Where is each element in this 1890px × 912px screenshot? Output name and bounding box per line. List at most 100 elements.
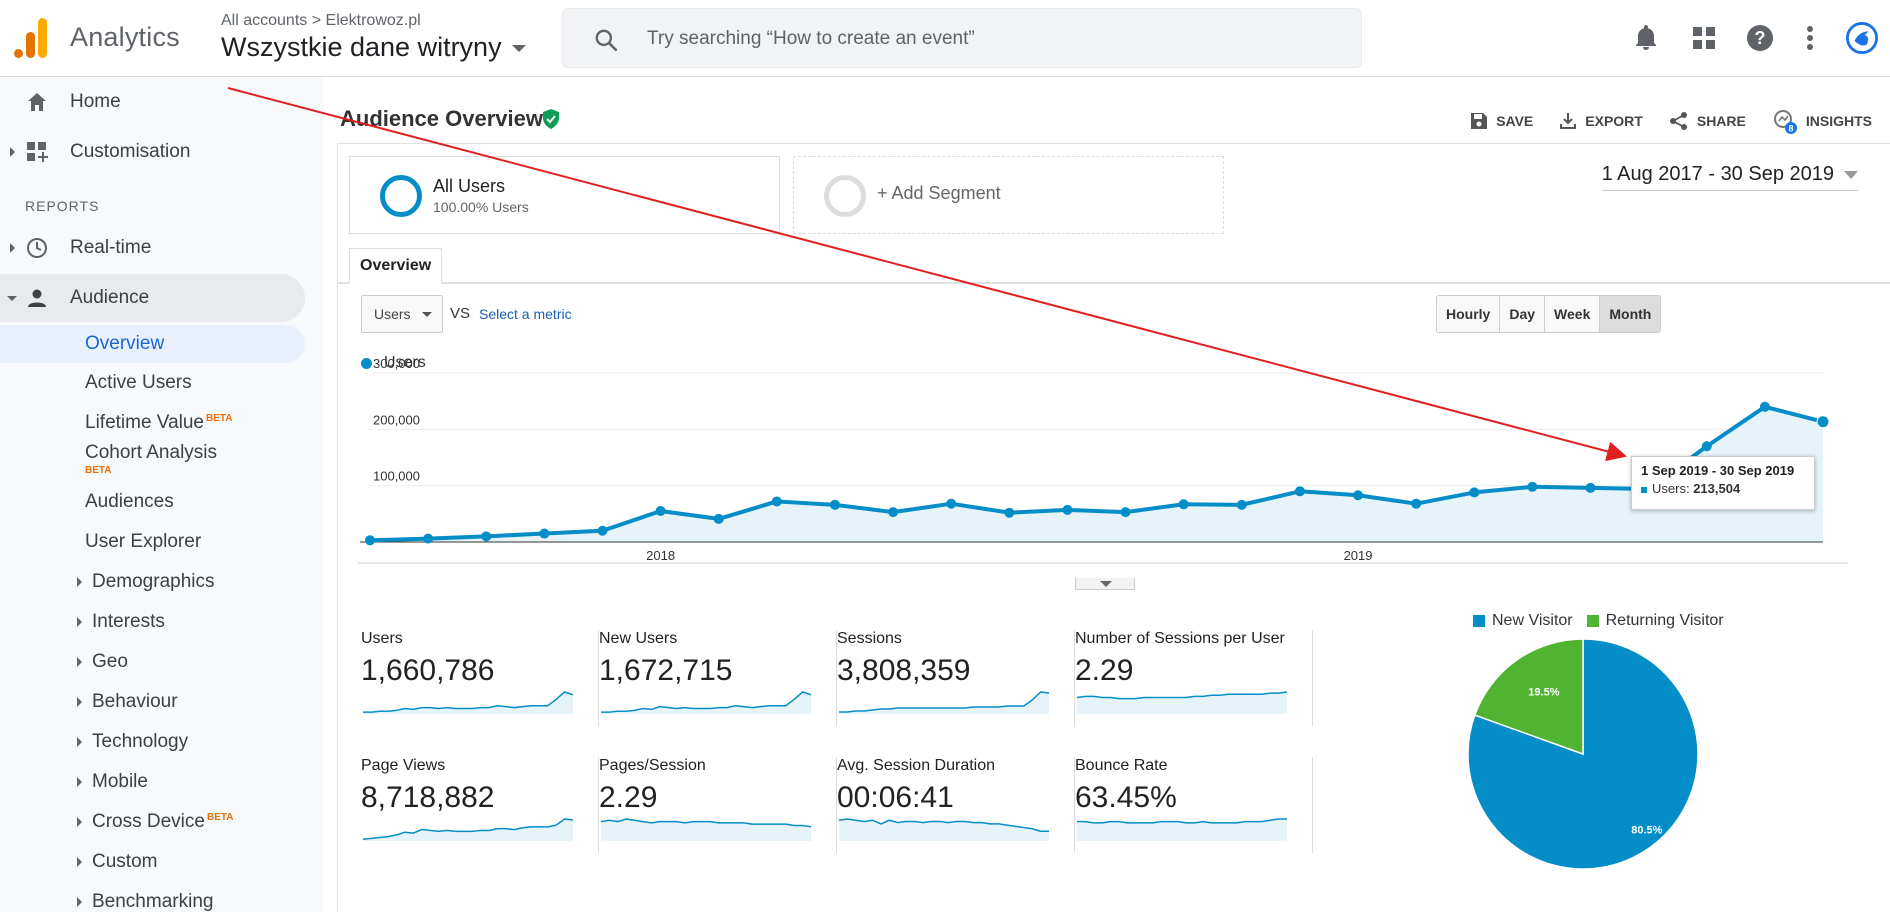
sidebar-subitem-technology[interactable]: Technology	[0, 723, 305, 761]
metric-tile[interactable]: Bounce Rate 63.45%	[1075, 757, 1313, 853]
metric-tile[interactable]: Number of Sessions per User 2.29	[1075, 630, 1313, 726]
sidebar-subitem-active-users[interactable]: Active Users	[0, 364, 305, 402]
sidebar-subitem-overview[interactable]: Overview	[0, 325, 305, 363]
data-point[interactable]	[1294, 486, 1305, 497]
data-point[interactable]	[1236, 499, 1247, 510]
data-point[interactable]	[888, 507, 899, 518]
export-label: EXPORT	[1585, 113, 1643, 129]
data-point[interactable]	[481, 531, 492, 542]
data-point[interactable]	[1062, 504, 1073, 515]
metric-value: 2.29	[1075, 654, 1134, 687]
share-button[interactable]: SHARE	[1669, 108, 1746, 134]
insights-button[interactable]: 8 INSIGHTS	[1772, 108, 1872, 134]
add-segment-button[interactable]: + Add Segment	[793, 156, 1224, 234]
users-line-chart[interactable]: 100,000 200,000 300,000 2018 2019	[323, 308, 1890, 578]
property-selector[interactable]: Wszystkie dane witryny	[221, 32, 526, 63]
sidebar-subitem-cross-device[interactable]: Cross Device BETA	[0, 803, 305, 841]
data-point[interactable]	[1353, 490, 1364, 501]
sparkline-line	[1076, 691, 1288, 700]
subitem-label: Cohort Analysis	[85, 442, 218, 463]
sidebar-item-customisation[interactable]: Customisation	[0, 128, 305, 176]
sidebar-subitem-geo[interactable]: Geo	[0, 643, 305, 681]
data-point[interactable]	[946, 498, 957, 509]
analytics-logo-icon[interactable]	[14, 18, 48, 58]
sparkline-area	[601, 692, 811, 714]
apps-grid-icon[interactable]	[1688, 22, 1720, 54]
search-box[interactable]	[562, 8, 1362, 68]
more-vert-icon[interactable]	[1794, 22, 1826, 54]
breadcrumb-account[interactable]: Elektrowoz.pl	[325, 12, 421, 29]
chevron-right-icon	[77, 657, 82, 667]
insights-icon: 8	[1773, 110, 1797, 134]
sidebar-item-realtime[interactable]: Real-time	[0, 224, 305, 272]
sidebar-subitem-behaviour[interactable]: Behaviour	[0, 683, 305, 721]
data-point[interactable]	[713, 513, 724, 524]
data-point[interactable]	[1816, 415, 1830, 429]
save-button[interactable]: SAVE	[1470, 108, 1533, 134]
data-point[interactable]	[1527, 481, 1538, 492]
sidebar-item-label: Audience	[70, 287, 150, 308]
chevron-right-icon	[10, 243, 15, 253]
metric-tile[interactable]: New Users 1,672,715	[599, 630, 837, 726]
bell-icon[interactable]	[1630, 22, 1662, 54]
data-point[interactable]	[539, 528, 550, 539]
sidebar-subitem-custom[interactable]: Custom	[0, 843, 305, 881]
data-point[interactable]	[597, 525, 608, 536]
data-point[interactable]	[1585, 482, 1596, 493]
sparkline-area	[363, 692, 573, 714]
segment-all-users[interactable]: All Users 100.00% Users	[349, 156, 780, 234]
metric-tile[interactable]: Pages/Session 2.29	[599, 757, 837, 853]
sidebar-subitem-cohort-analysis[interactable]: Cohort Analysis BETA	[0, 440, 305, 480]
search-input[interactable]	[647, 21, 1327, 57]
help-icon[interactable]: ?	[1744, 22, 1776, 54]
data-point[interactable]	[829, 499, 840, 510]
sparkline-line	[362, 818, 574, 840]
sidebar: Home Customisation REPORTS Real-time Aud…	[0, 78, 323, 912]
sparkline-line	[601, 691, 812, 713]
sidebar-subitem-interests[interactable]: Interests	[0, 603, 305, 641]
data-point[interactable]	[1120, 507, 1131, 518]
sparkline	[600, 818, 812, 841]
metric-tile[interactable]: Page Views 8,718,882	[361, 757, 599, 853]
data-point[interactable]	[1469, 487, 1480, 498]
metric-tile[interactable]: Sessions 3,808,359	[837, 630, 1075, 726]
sidebar-subitem-demographics[interactable]: Demographics	[0, 563, 305, 601]
sidebar-subitem-audiences[interactable]: Audiences	[0, 483, 305, 521]
data-point[interactable]	[423, 533, 434, 544]
account-avatar-icon[interactable]	[1846, 22, 1878, 54]
pie-slice[interactable]	[1473, 638, 1584, 756]
chart-collapse-toggle[interactable]	[1075, 578, 1135, 590]
breadcrumb-root[interactable]: All accounts	[221, 12, 308, 29]
sparkline	[839, 691, 1050, 714]
pie-legend-returning-visitor[interactable]: Returning Visitor	[1586, 612, 1724, 630]
tab-overview[interactable]: Overview	[349, 248, 443, 284]
data-point[interactable]	[1178, 499, 1189, 510]
sidebar-subitem-benchmarking[interactable]: Benchmarking	[0, 883, 305, 912]
metric-label: Pages/Session	[599, 757, 706, 774]
data-point[interactable]	[1004, 507, 1015, 518]
sidebar-item-audience[interactable]: Audience	[0, 274, 305, 322]
pie-legend-new-visitor[interactable]: New Visitor	[1473, 612, 1573, 630]
metric-label: New Users	[599, 630, 678, 647]
sidebar-item-home[interactable]: Home	[0, 78, 305, 126]
chevron-right-icon	[77, 697, 82, 707]
data-point[interactable]	[1701, 441, 1712, 452]
data-point[interactable]	[771, 496, 782, 507]
export-button[interactable]: EXPORT	[1559, 108, 1643, 134]
sidebar-subitem-user-explorer[interactable]: User Explorer	[0, 523, 305, 561]
data-point[interactable]	[365, 535, 375, 546]
data-point[interactable]	[655, 506, 666, 517]
segment-name: All Users	[433, 176, 506, 196]
reports-header: REPORTS	[25, 198, 100, 214]
data-point[interactable]	[1759, 401, 1770, 412]
metric-tiles: Users 1,660,786 New Users 1,672,715 Sessions…	[361, 630, 1361, 853]
sidebar-subitem-mobile[interactable]: Mobile	[0, 763, 305, 801]
legend-swatch	[1473, 615, 1485, 627]
tooltip-row: Users: 213,504	[1641, 481, 1805, 496]
metric-tile[interactable]: Avg. Session Duration 00:06:41	[837, 757, 1075, 853]
visitor-pie-chart[interactable]: 80.5% 19.5%	[1463, 634, 1703, 874]
sidebar-subitem-lifetime-value[interactable]: Lifetime Value BETA	[0, 404, 305, 442]
date-range-picker[interactable]: 1 Aug 2017 - 30 Sep 2019	[1601, 163, 1858, 191]
data-point[interactable]	[1411, 498, 1422, 509]
metric-tile[interactable]: Users 1,660,786	[361, 630, 599, 726]
